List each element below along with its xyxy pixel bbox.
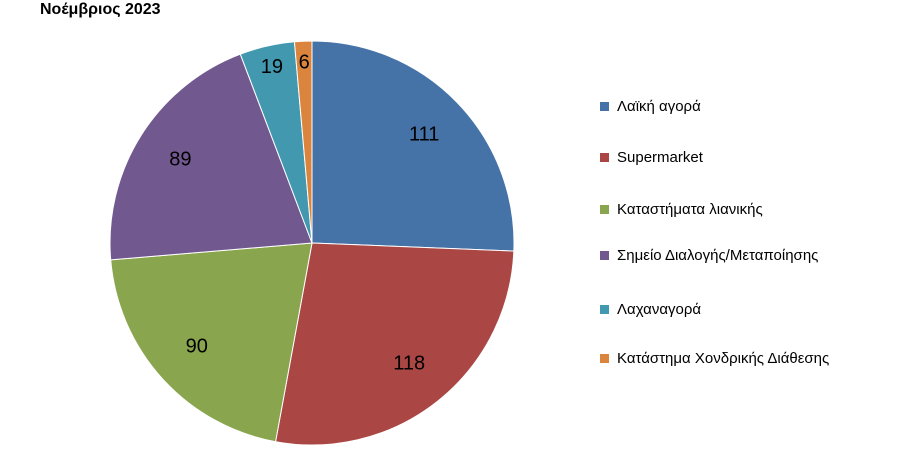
pie-slice <box>293 40 313 244</box>
legend-label: Λαϊκή αγορά <box>617 98 701 115</box>
legend-label: Καταστήματα λιανικής <box>617 201 763 218</box>
data-label: 19 <box>261 56 283 78</box>
legend-swatch <box>600 354 609 363</box>
data-label: 118 <box>393 353 425 375</box>
legend-item: Καταστήματα λιανικής <box>600 199 830 221</box>
legend-item: Supermarket <box>600 147 830 169</box>
chart-title: Νοέμβριος 2023 <box>40 1 161 18</box>
legend-swatch <box>600 251 609 260</box>
chart: Νοέμβριος 2023 111 118 90 89 19 6 <box>40 1 515 446</box>
legend-item: Σημείο Διαλογής/Μεταποίησης <box>600 245 830 267</box>
legend-item: Λαχαναγορά <box>600 299 830 321</box>
legend-label: Σημείο Διαλογής/Μεταποίησης <box>617 247 819 264</box>
legend-swatch <box>600 205 609 214</box>
data-label: 89 <box>169 148 191 170</box>
legend-swatch <box>600 153 609 162</box>
legend-item: Λαϊκή αγορά <box>600 96 830 118</box>
legend-label: Κατάστημα Χονδρικής Διάθεσης <box>617 350 830 367</box>
legend-swatch <box>600 102 609 111</box>
data-label: 90 <box>186 336 208 358</box>
data-label: 6 <box>299 52 310 74</box>
pie-slice <box>109 53 313 261</box>
legend-label: Λαχαναγορά <box>617 301 702 318</box>
legend-label: Supermarket <box>617 149 703 166</box>
legend-swatch <box>600 305 609 314</box>
pie-slice <box>311 40 515 252</box>
data-label: 111 <box>409 124 439 146</box>
pie-slice <box>110 242 313 443</box>
legend-item: Κατάστημα Χονδρικής Διάθεσης <box>600 348 830 370</box>
pie-slice <box>274 242 515 446</box>
